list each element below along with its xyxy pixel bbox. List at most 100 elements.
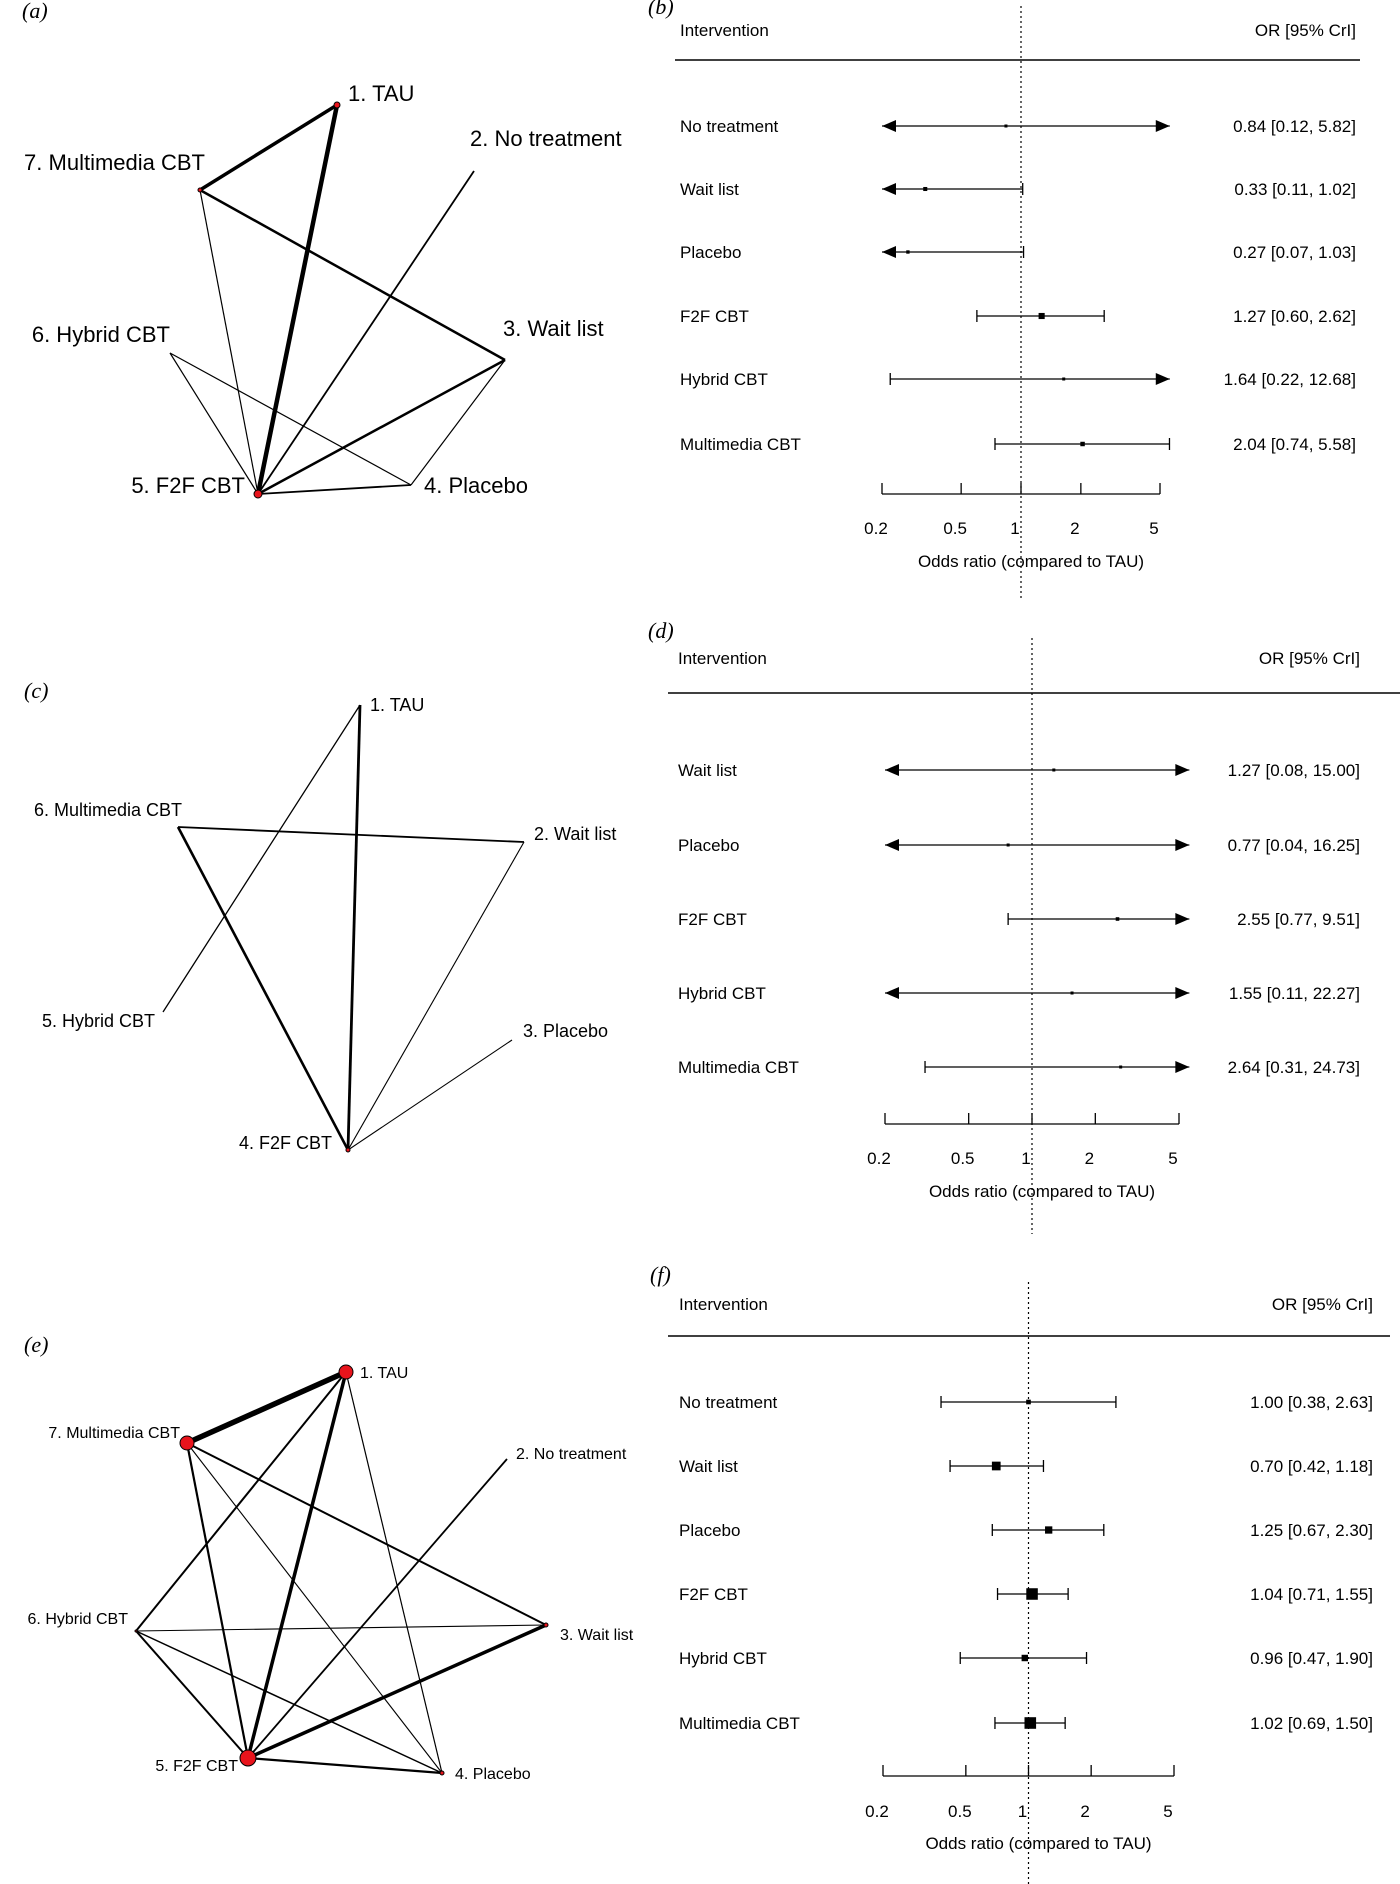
column-header-or: OR [95% CrI] bbox=[1272, 1295, 1373, 1314]
ci-arrow-left bbox=[885, 839, 899, 851]
point-estimate bbox=[1080, 441, 1085, 447]
row-intervention-name: Wait list bbox=[679, 1457, 738, 1476]
ci-arrow-right bbox=[1175, 839, 1190, 851]
network-edge bbox=[257, 358, 506, 496]
network-node-marker bbox=[134, 1629, 138, 1633]
row-intervention-name: No treatment bbox=[680, 117, 779, 136]
x-tick-label: 1 bbox=[1021, 1149, 1030, 1168]
network-edge bbox=[247, 1756, 443, 1775]
network-edge bbox=[257, 170, 475, 495]
ci-arrow-right bbox=[1175, 764, 1190, 776]
point-estimate bbox=[1038, 312, 1045, 320]
panel-label-b: (b) bbox=[648, 0, 674, 19]
network-edge bbox=[246, 1371, 348, 1759]
panel-label-f: (f) bbox=[650, 1262, 671, 1287]
forest-row: Multimedia CBT 2.64 [0.31, 24.73] bbox=[678, 1058, 1360, 1077]
point-estimate bbox=[1070, 991, 1074, 995]
panel-label-e: (e) bbox=[24, 1332, 48, 1357]
point-estimate bbox=[1004, 124, 1008, 128]
network-edge bbox=[186, 1442, 443, 1774]
forest-row: Hybrid CBT 0.96 [0.47, 1.90] bbox=[679, 1649, 1373, 1668]
x-tick-label: 1 bbox=[1010, 519, 1019, 538]
network-node-marker bbox=[439, 1770, 445, 1776]
point-estimate bbox=[1045, 1526, 1053, 1534]
x-tick-label: 0.5 bbox=[948, 1802, 972, 1821]
ci-arrow-left bbox=[885, 764, 899, 776]
network-node-label: 7. Multimedia CBT bbox=[48, 1425, 180, 1442]
row-intervention-name: Multimedia CBT bbox=[679, 1714, 800, 1733]
network-e: 1. TAU 2. No treatment 3. Wait list 4. Plac… bbox=[28, 1364, 634, 1783]
network-node-label: 1. TAU bbox=[370, 695, 424, 715]
network-edge bbox=[135, 1624, 547, 1632]
ci-arrow-left bbox=[885, 987, 899, 999]
network-node-label: 4. Placebo bbox=[455, 1766, 531, 1783]
row-or-text: 2.04 [0.74, 5.58] bbox=[1233, 435, 1356, 454]
x-tick-label: 2 bbox=[1080, 1802, 1089, 1821]
row-or-text: 0.27 [0.07, 1.03] bbox=[1233, 243, 1356, 262]
network-node-marker bbox=[338, 1364, 354, 1380]
forest-row: No treatment 1.00 [0.38, 2.63] bbox=[679, 1393, 1373, 1412]
row-or-text: 2.55 [0.77, 9.51] bbox=[1237, 910, 1360, 929]
x-axis-title: Odds ratio (compared to TAU) bbox=[929, 1182, 1155, 1201]
network-node-label: 6. Hybrid CBT bbox=[28, 1611, 129, 1628]
row-or-text: 1.04 [0.71, 1.55] bbox=[1250, 1585, 1373, 1604]
ci-arrow-right bbox=[1155, 120, 1170, 132]
network-node-label: 5. F2F CBT bbox=[131, 473, 245, 498]
forest-row: Wait list 0.70 [0.42, 1.18] bbox=[679, 1457, 1373, 1476]
x-tick-label: 1 bbox=[1018, 1802, 1027, 1821]
row-intervention-name: Hybrid CBT bbox=[680, 370, 768, 389]
row-or-text: 1.27 [0.08, 15.00] bbox=[1228, 761, 1360, 780]
point-estimate bbox=[991, 1461, 1001, 1471]
point-estimate bbox=[1052, 768, 1056, 772]
forest-row: Hybrid CBT 1.64 [0.22, 12.68] bbox=[680, 370, 1356, 389]
point-estimate bbox=[1026, 1399, 1031, 1405]
network-node-marker bbox=[345, 1147, 351, 1153]
ci-arrow-left bbox=[882, 246, 896, 258]
column-header-or: OR [95% CrI] bbox=[1259, 649, 1360, 668]
network-edge bbox=[199, 189, 259, 495]
row-or-text: 1.00 [0.38, 2.63] bbox=[1250, 1393, 1373, 1412]
point-estimate bbox=[906, 250, 910, 254]
network-edge bbox=[345, 1371, 443, 1774]
x-tick-label: 0.2 bbox=[865, 1802, 889, 1821]
row-intervention-name: Placebo bbox=[680, 243, 741, 262]
row-intervention-name: Multimedia CBT bbox=[680, 435, 801, 454]
point-estimate bbox=[1024, 1717, 1037, 1729]
row-or-text: 1.27 [0.60, 2.62] bbox=[1233, 307, 1356, 326]
network-node-label: 6. Hybrid CBT bbox=[32, 322, 170, 347]
row-or-text: 2.64 [0.31, 24.73] bbox=[1228, 1058, 1360, 1077]
row-or-text: 0.70 [0.42, 1.18] bbox=[1250, 1457, 1373, 1476]
row-intervention-name: Placebo bbox=[679, 1521, 740, 1540]
x-tick-label: 2 bbox=[1085, 1149, 1094, 1168]
x-axis: 0.2 0.5 1 2 5 Odds ratio (compared to TAU) bbox=[864, 483, 1161, 571]
column-header-intervention: Intervention bbox=[680, 21, 769, 40]
forest-row: Placebo 0.77 [0.04, 16.25] bbox=[678, 836, 1360, 855]
forest-row: Wait list 1.27 [0.08, 15.00] bbox=[678, 761, 1360, 780]
network-node-label: 3. Wait list bbox=[503, 316, 604, 341]
forest-row: Placebo 0.27 [0.07, 1.03] bbox=[680, 243, 1356, 262]
forest-plot-b: Intervention OR [95% CrI] No treatment 0.84… bbox=[675, 6, 1360, 600]
row-intervention-name: F2F CBT bbox=[680, 307, 749, 326]
panel-label-a: (a) bbox=[22, 0, 48, 23]
network-node-marker bbox=[197, 187, 203, 193]
ci-arrow-left bbox=[882, 183, 896, 195]
forest-row: Placebo 1.25 [0.67, 2.30] bbox=[679, 1521, 1373, 1540]
row-intervention-name: F2F CBT bbox=[678, 910, 747, 929]
forest-row: Wait list 0.33 [0.11, 1.02] bbox=[680, 180, 1356, 199]
network-edge bbox=[135, 1630, 249, 1759]
network-edge bbox=[199, 103, 338, 192]
column-header-intervention: Intervention bbox=[679, 1295, 768, 1314]
network-node-label: 1. TAU bbox=[348, 81, 414, 106]
network-node-label: 7. Multimedia CBT bbox=[24, 150, 205, 175]
network-edge bbox=[247, 1623, 547, 1760]
network-edge bbox=[347, 1039, 513, 1151]
column-header-intervention: Intervention bbox=[678, 649, 767, 668]
network-node-label: 3. Placebo bbox=[523, 1021, 608, 1041]
network-edge bbox=[247, 1458, 508, 1759]
x-axis: 0.2 0.5 1 2 5 Odds ratio (compared to TAU) bbox=[865, 1765, 1175, 1853]
row-intervention-name: Placebo bbox=[678, 836, 739, 855]
network-layer: 1. TAU 2. No treatment 3. Wait list 4. Plac… bbox=[24, 81, 634, 1783]
row-intervention-name: F2F CBT bbox=[679, 1585, 748, 1604]
network-node-label: 2. No treatment bbox=[470, 126, 622, 151]
forest-layer: Intervention OR [95% CrI] No treatment 0.84… bbox=[668, 6, 1400, 1884]
